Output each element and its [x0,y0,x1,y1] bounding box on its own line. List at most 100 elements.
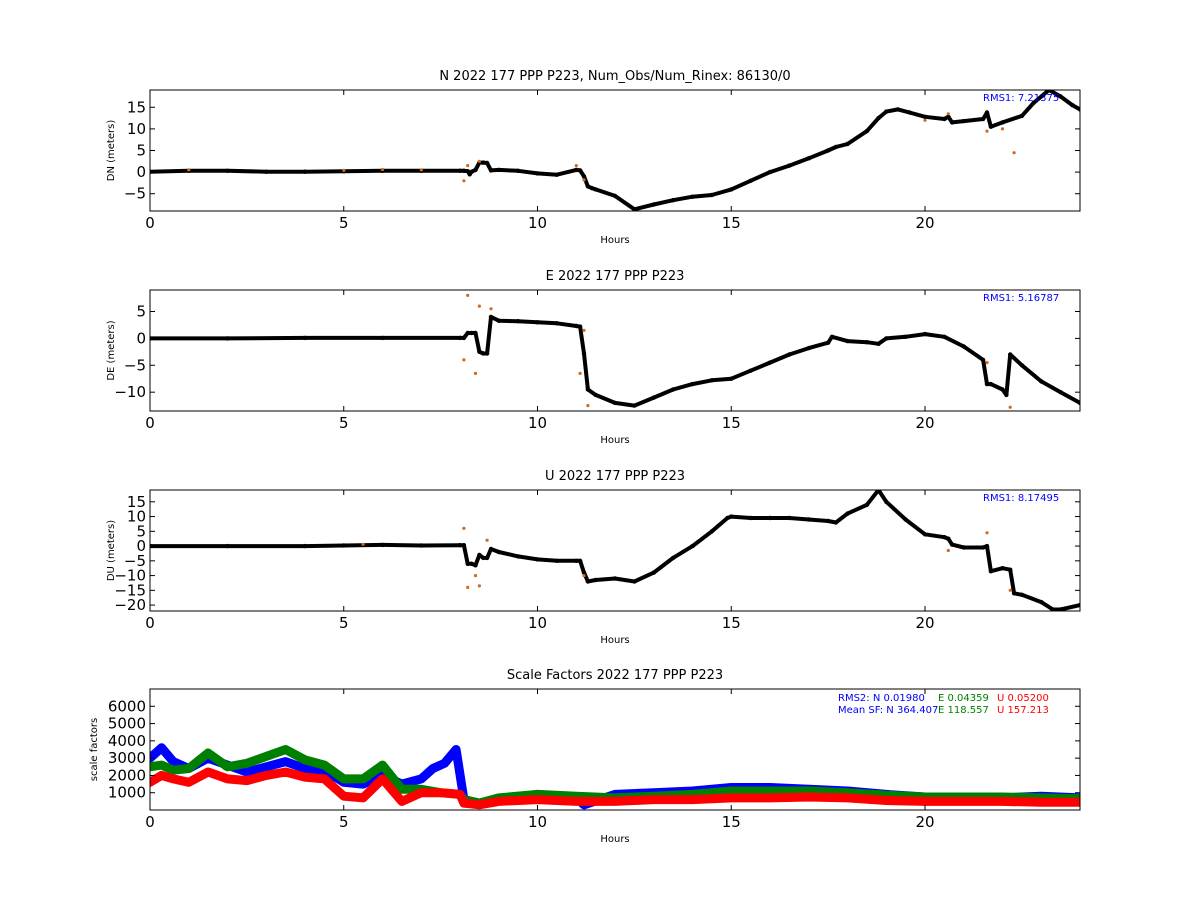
x-axis-label: Hours [600,235,629,246]
data-point [187,168,191,172]
data-point [767,360,773,365]
data-point [845,795,850,800]
y-tick-label: 0 [136,537,146,555]
data-point [787,163,792,168]
data-point [988,124,994,129]
data-point [225,776,230,781]
data-point [496,318,501,323]
data-point [709,192,715,198]
y-axis-label: scale factors [89,718,100,781]
subplot-0: N 2022 177 PPP P223, Num_Obs/Num_Rinex: … [106,69,1081,246]
data-point [582,574,586,578]
data-point [1019,113,1025,119]
data-point [806,156,811,161]
data-point [946,536,951,541]
data-point [864,128,870,134]
data-point [922,114,928,120]
data-point [845,338,850,344]
data-point [322,763,327,768]
data-point [380,167,385,172]
x-tick-label: 15 [722,813,741,831]
data-point [303,757,307,762]
y-tick-label: 3000 [108,749,146,767]
data-point [225,764,230,769]
data-point [1070,102,1075,108]
data-point [845,141,850,147]
data-point [186,766,191,771]
data-point [864,340,870,345]
data-point [806,795,811,799]
data-point [946,112,950,116]
data-point [670,198,676,203]
data-point [466,164,470,168]
data-point [949,120,955,125]
data-point [341,776,346,781]
data-point [159,773,164,778]
x-tick-label: 5 [339,214,349,232]
data-point [477,552,482,558]
data-point [651,797,656,802]
data-point [466,585,470,590]
data-point [729,376,734,381]
data-point [903,334,908,339]
data-point [632,579,637,584]
data-point [186,780,191,785]
plot-data [150,90,1080,211]
data-point [923,799,927,804]
subplot-title: E 2022 177 PPP P223 [546,269,685,284]
data-point [419,790,424,795]
data-point [264,754,269,759]
data-point [585,184,591,189]
data-point [748,515,753,521]
data-point [454,747,459,752]
axes-frame [149,289,1081,412]
data-point [942,535,947,540]
y-tick-label: 2000 [108,766,146,784]
data-point [729,789,734,793]
stats-annotation: Mean SF: N 364.407 [838,705,938,716]
data-point [748,368,753,373]
data-point [171,759,176,764]
data-point [1008,567,1013,572]
data-point [481,555,486,561]
data-point [484,160,490,166]
y-tick-label: 4000 [108,732,146,750]
data-point [419,543,424,548]
series-line [150,90,1080,211]
data-point [833,520,839,525]
data-point [984,543,990,549]
x-tick-label: 5 [339,414,349,432]
data-point [1039,379,1044,384]
data-point [748,178,753,183]
data-point [341,794,346,799]
data-point [574,799,579,804]
y-tick-label: −15 [114,581,146,599]
series-1 [187,112,1016,183]
x-tick-label: 15 [722,414,741,432]
data-point [380,335,385,341]
data-point [709,529,715,534]
data-point [303,775,307,780]
y-axis-label: DU (meters) [106,520,117,581]
x-tick-label: 5 [339,614,349,632]
y-axis-label: DN (meters) [106,120,117,182]
data-point [399,787,404,792]
data-point [159,745,164,750]
data-point [457,335,463,341]
y-tick-label: −10 [114,567,146,585]
data-point [1011,591,1017,596]
data-point [985,129,989,133]
data-point [651,395,656,400]
data-point [554,558,560,563]
data-point [1050,607,1056,611]
data-point [949,542,955,547]
data-point [980,116,986,122]
data-point [461,168,467,173]
data-point [585,579,591,584]
data-point [283,770,288,774]
data-point [825,518,831,524]
data-point [462,358,466,362]
data-point [1008,352,1013,357]
data-point [206,770,211,774]
data-point [922,331,928,337]
